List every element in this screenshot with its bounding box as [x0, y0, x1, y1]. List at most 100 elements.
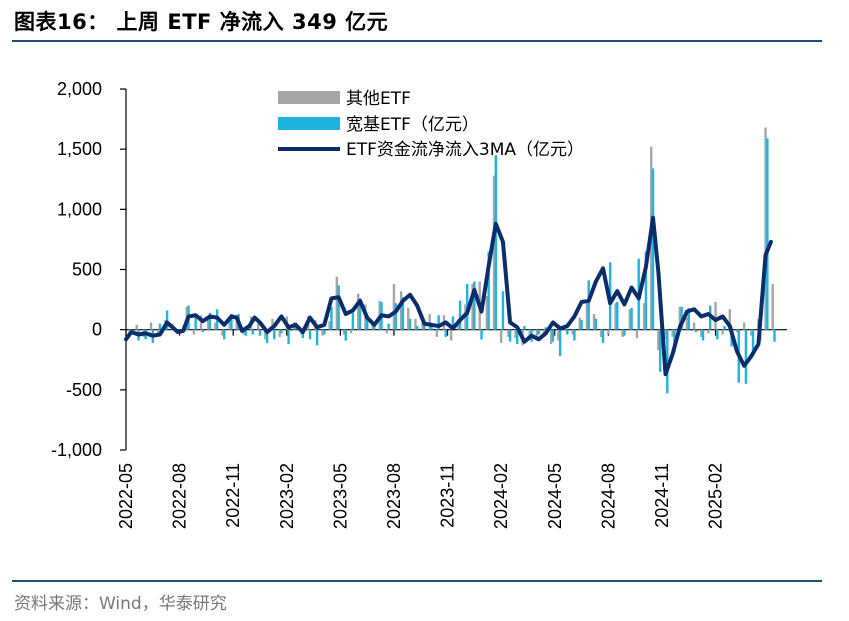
- bar: [485, 295, 489, 330]
- bar: [271, 318, 274, 330]
- bar: [394, 303, 397, 330]
- bar: [387, 323, 390, 330]
- bar: [664, 329, 667, 340]
- bar: [628, 309, 631, 330]
- bar: [623, 329, 626, 336]
- bar: [535, 329, 539, 341]
- legend-swatch-broad: [278, 117, 340, 130]
- bar: [716, 329, 719, 340]
- bar: [192, 329, 196, 335]
- x-tick-label: 2025-02: [706, 463, 726, 529]
- bar: [392, 283, 396, 330]
- bar: [471, 283, 474, 330]
- bar: [735, 329, 739, 333]
- bar: [573, 329, 576, 341]
- bar: [335, 276, 339, 330]
- bar: [508, 329, 512, 342]
- legend-swatch-other: [278, 91, 340, 104]
- x-tick-label: 2024-08: [598, 463, 618, 529]
- bar: [371, 322, 374, 330]
- bar: [557, 329, 560, 341]
- bar: [635, 329, 639, 339]
- bar: [201, 329, 205, 333]
- bar: [473, 281, 476, 330]
- bar: [156, 329, 160, 335]
- bar: [723, 326, 726, 330]
- bar: [594, 318, 598, 330]
- x-tick-label: 2024-05: [545, 463, 565, 529]
- bar: [742, 322, 746, 330]
- bar: [265, 329, 269, 343]
- bar: [721, 329, 724, 335]
- bar: [501, 291, 505, 330]
- bar: [399, 291, 403, 330]
- y-tick-label: -500: [66, 380, 102, 400]
- x-tick-label: 2022-08: [170, 463, 190, 529]
- bar: [607, 329, 610, 335]
- bar: [666, 329, 669, 394]
- bar: [244, 329, 247, 336]
- bar: [208, 312, 212, 330]
- bar: [630, 308, 633, 330]
- bar: [571, 329, 574, 335]
- y-tick-label: -1,000: [51, 440, 102, 460]
- bar: [251, 329, 255, 335]
- bar: [342, 329, 346, 335]
- bar: [616, 301, 619, 330]
- bar: [457, 322, 460, 330]
- bar: [551, 329, 555, 342]
- bar: [494, 155, 497, 330]
- bar: [135, 324, 138, 330]
- bar: [344, 329, 347, 341]
- bar: [558, 329, 562, 357]
- bar: [507, 329, 510, 337]
- bar: [421, 322, 424, 330]
- bar: [158, 323, 162, 330]
- bar: [744, 329, 748, 384]
- bar: [678, 306, 682, 330]
- bar: [435, 329, 439, 337]
- bar: [694, 329, 698, 333]
- bar: [516, 329, 519, 345]
- bar: [428, 314, 431, 330]
- bar: [480, 329, 483, 340]
- bar: [273, 329, 276, 340]
- bar: [449, 329, 453, 341]
- y-tick-label: 1,000: [57, 199, 102, 219]
- bar: [685, 317, 689, 330]
- bar: [287, 329, 290, 345]
- bar: [323, 329, 326, 335]
- bar: [487, 251, 490, 330]
- bar: [773, 329, 776, 342]
- bar: [264, 329, 267, 340]
- ma-polyline: [124, 215, 773, 377]
- bar: [214, 322, 217, 330]
- bar: [223, 329, 226, 340]
- bar: [614, 303, 617, 330]
- series-broad-etf: [130, 138, 776, 394]
- bar: [714, 301, 717, 330]
- bar: [528, 329, 531, 340]
- bar: [700, 329, 703, 337]
- bar: [671, 329, 674, 337]
- bar: [587, 280, 590, 330]
- bar: [328, 321, 331, 330]
- bar: [349, 329, 353, 334]
- bar: [358, 298, 362, 330]
- bar: [771, 283, 774, 330]
- bar: [601, 329, 605, 343]
- bar: [365, 317, 369, 330]
- bottom-divider: [12, 580, 822, 582]
- bar: [221, 329, 224, 336]
- bar: [707, 329, 710, 334]
- bar: [315, 329, 319, 346]
- bar: [423, 324, 426, 330]
- bar: [206, 320, 210, 330]
- bar: [544, 327, 548, 330]
- bar: [430, 326, 433, 330]
- bar: [766, 138, 769, 330]
- y-tick-label: 0: [92, 320, 102, 340]
- bar: [165, 310, 169, 330]
- legend-label-ma: ETF资金流净流入3MA（亿元）: [346, 140, 584, 160]
